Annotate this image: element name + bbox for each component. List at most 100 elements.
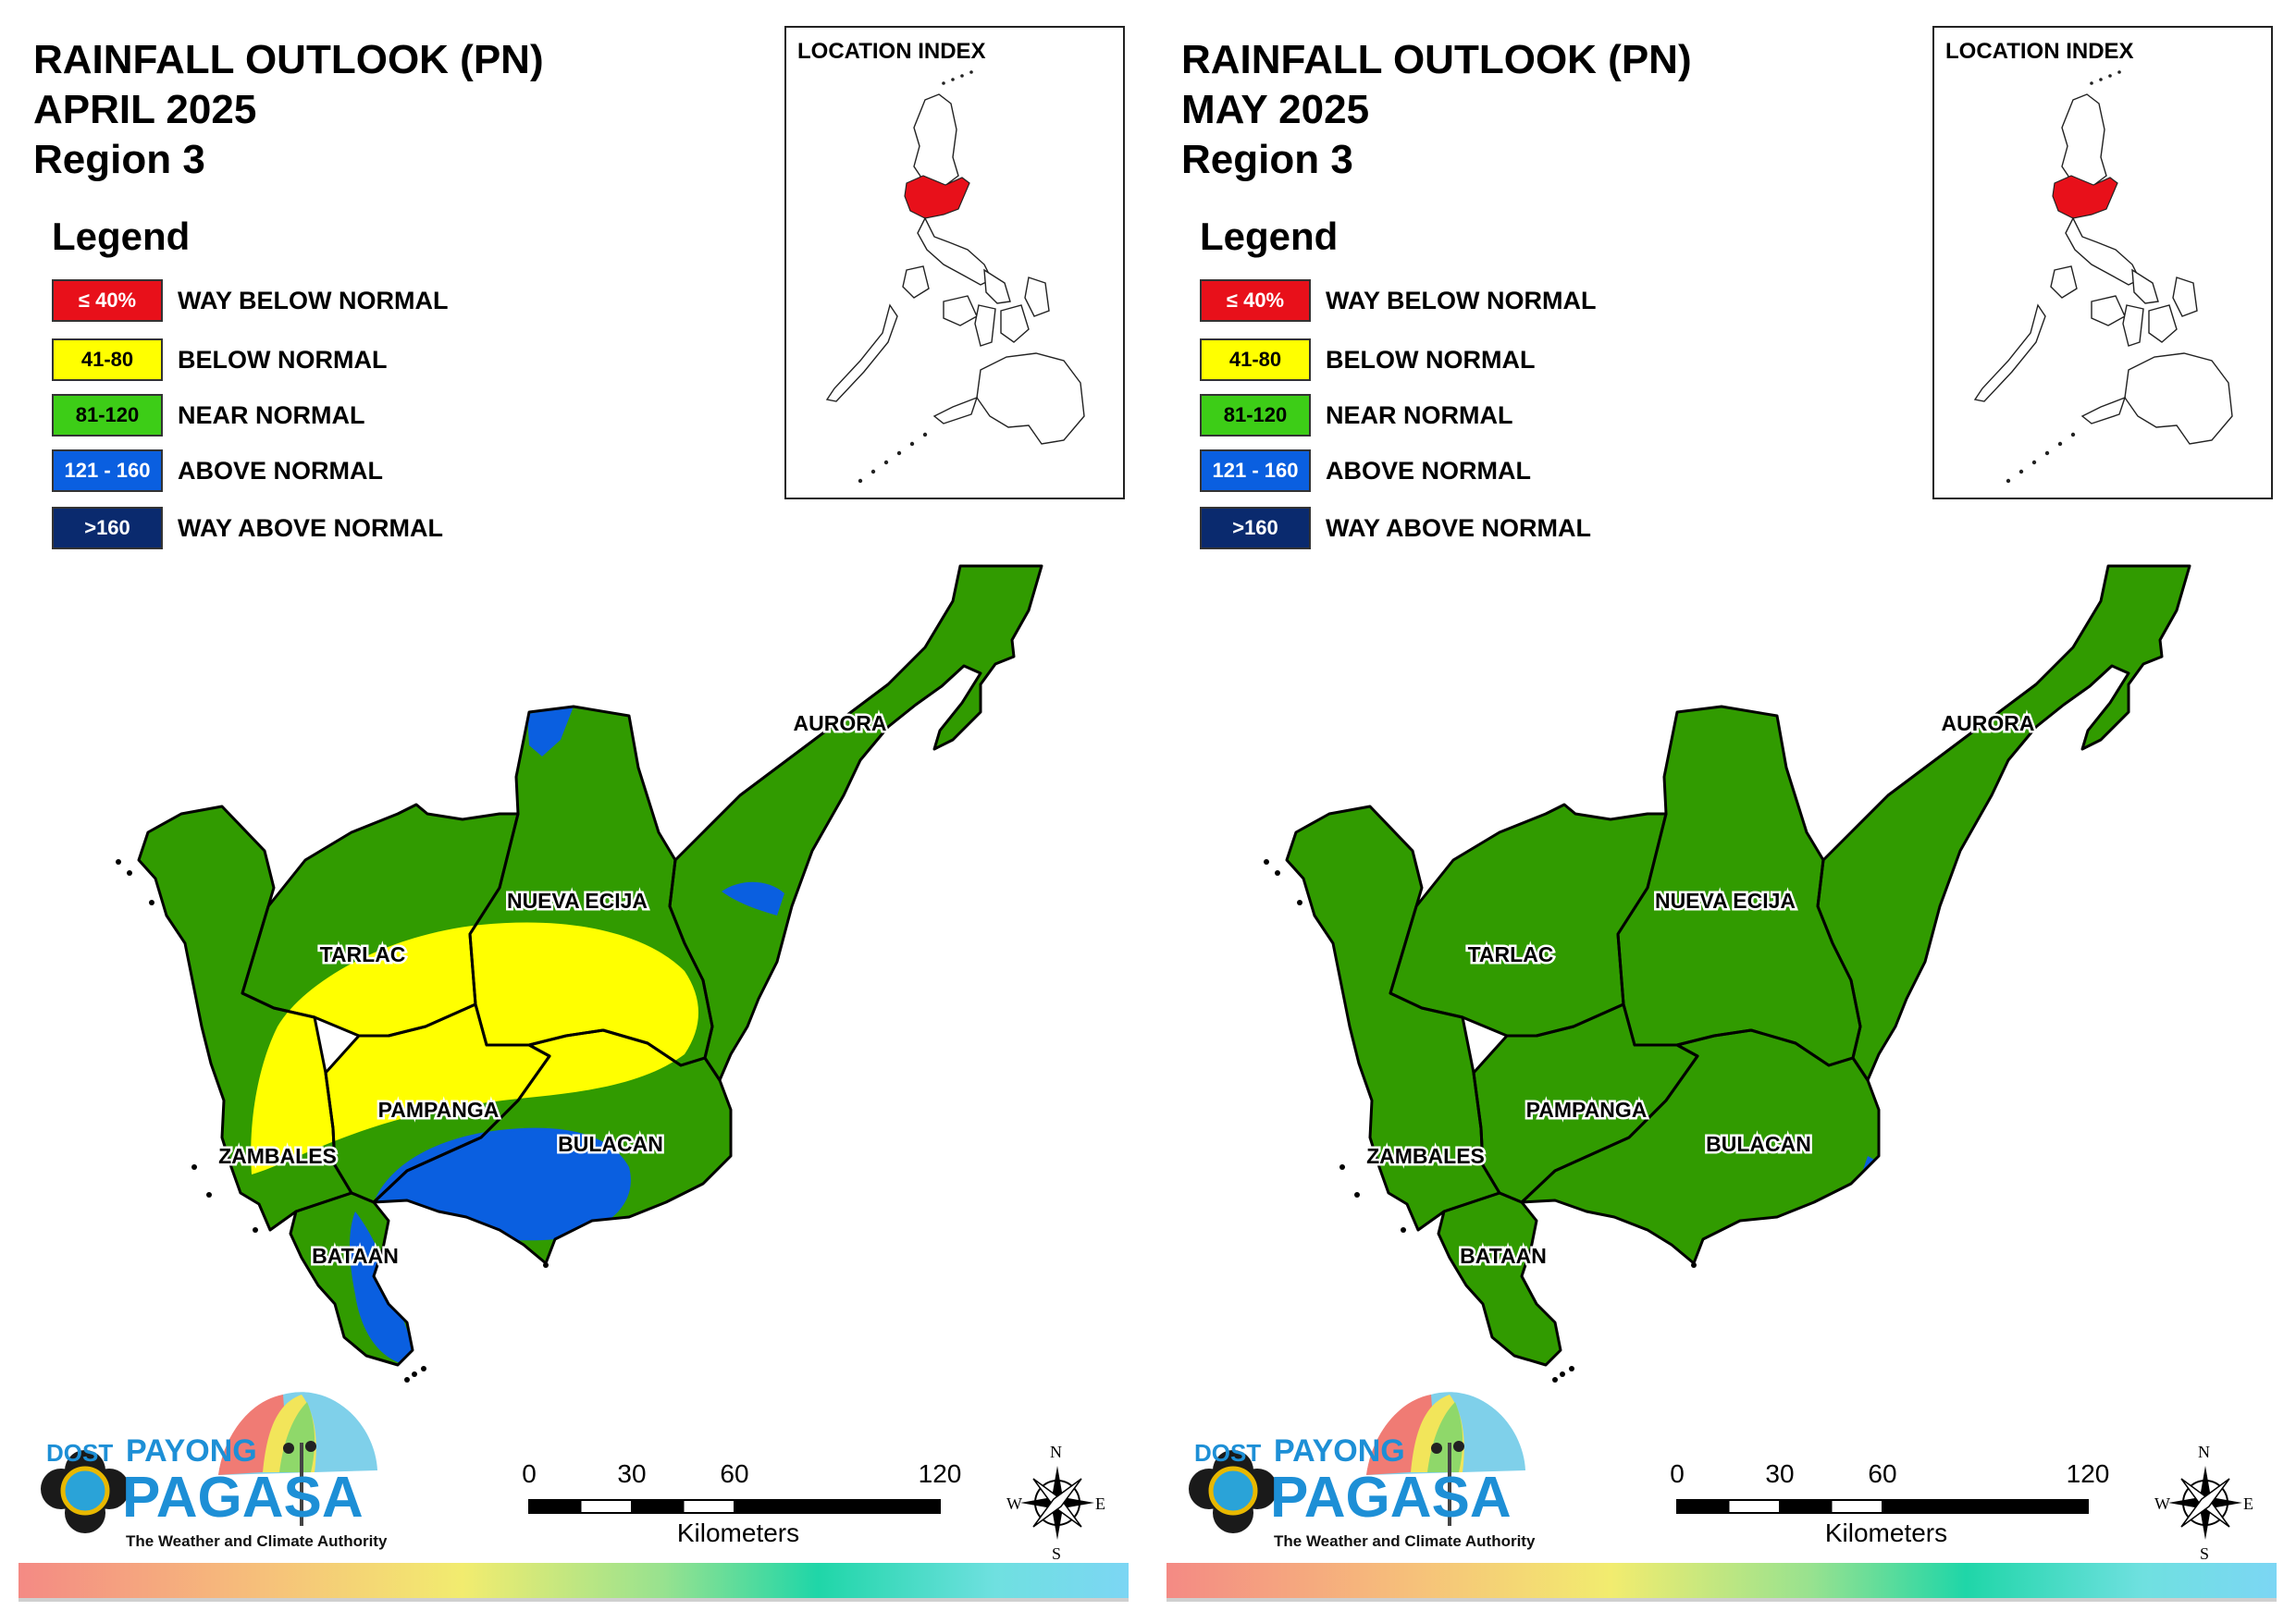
location-index: LOCATION INDEX	[784, 26, 1125, 499]
province-outline-zambales	[137, 805, 353, 1232]
logo-pagasa: PAGASA	[1270, 1466, 1512, 1530]
strip-underline	[19, 1598, 1129, 1602]
above-normal-area	[527, 707, 574, 756]
map-title: RAINFALL OUTLOOK (PN)	[1181, 37, 1692, 82]
legend-swatch: ≤ 40%	[1200, 279, 1311, 322]
province-outline-bulacan	[1520, 1028, 1881, 1265]
scale-unit: Kilometers	[1824, 1518, 1948, 1547]
legend-label: ABOVE NORMAL	[1326, 457, 1531, 485]
province-label: TARLAC	[1468, 942, 1554, 966]
province-label: NUEVA ECIJA	[507, 889, 648, 913]
legend-item: 81-120 NEAR NORMAL	[1200, 394, 1625, 436]
compass: N E S W	[1006, 1443, 1108, 1563]
legend-label: WAY ABOVE NORMAL	[1326, 514, 1592, 542]
logo-tagline: The Weather and Climate Authority	[126, 1532, 388, 1550]
legend-item: 81-120 NEAR NORMAL	[52, 394, 477, 436]
province-label: NUEVA ECIJA	[1655, 889, 1796, 913]
legend-label: WAY BELOW NORMAL	[1326, 287, 1597, 314]
province-fill-nueva	[1618, 707, 1860, 1065]
legend-swatch: >160	[52, 507, 163, 549]
rainfall-shading	[139, 566, 1042, 1365]
compass-w: W	[1006, 1494, 1022, 1513]
compass-s: S	[2200, 1544, 2210, 1563]
map-region: Region 3	[1181, 137, 1353, 182]
legend-item: 121 - 160 ABOVE NORMAL	[1200, 449, 1625, 492]
legend-swatch: ≤ 40%	[52, 279, 163, 322]
province-outline-bataan	[289, 1191, 414, 1367]
province-fill-aurora	[670, 566, 1042, 1080]
province-boundaries	[1285, 564, 2191, 1367]
legend-label: NEAR NORMAL	[178, 401, 365, 429]
province-fill-pampanga	[1474, 1004, 1697, 1202]
province-fill-bataan	[1438, 1193, 1561, 1365]
compass-n: N	[2198, 1443, 2210, 1461]
compass: N E S W	[2154, 1443, 2256, 1563]
compass-rose-icon	[1020, 1466, 1094, 1540]
philippines-index-map	[1973, 70, 2233, 484]
legend-heading: Legend	[52, 215, 191, 258]
pagasa-logo: DOST PAYONG PAGASA The Weather and Climate …	[1181, 1387, 1542, 1563]
province-label: AURORA	[794, 711, 887, 735]
legend-swatch: >160	[1200, 507, 1311, 549]
rainfall-shading	[1287, 566, 2190, 1365]
legend-label: NEAR NORMAL	[1326, 401, 1513, 429]
map-title: RAINFALL OUTLOOK (PN)	[33, 37, 544, 82]
legend-label: ABOVE NORMAL	[178, 457, 383, 485]
province-label: BULACAN	[558, 1132, 663, 1156]
province-fill-bulacan	[1522, 1030, 1879, 1263]
scale-tick-label: 0	[1670, 1459, 1685, 1488]
scale-tick-label: 0	[522, 1459, 537, 1488]
province-label: PAMPANGA	[1526, 1098, 1648, 1122]
province-label: BATAAN	[1460, 1244, 1547, 1268]
color-strip	[19, 1563, 1129, 1598]
title-block: RAINFALL OUTLOOK (PN) MAY 2025 Region 3	[1181, 35, 1692, 185]
below-normal-area	[251, 922, 698, 1174]
scale-tick-label: 60	[720, 1459, 749, 1488]
legend-heading: Legend	[1200, 215, 1339, 258]
province-outline-aurora	[668, 564, 1043, 1082]
province-label: ZAMBALES	[1366, 1144, 1485, 1168]
rainfall-map: AURORA NUEVA ECIJA TARLAC PAMPANGA BULACAN ZA…	[116, 564, 1043, 1383]
province-outline-bulacan	[372, 1028, 733, 1265]
legend-swatch: 81-120	[52, 394, 163, 436]
compass-rose-icon	[2168, 1466, 2242, 1540]
legend-swatch: 41-80	[1200, 338, 1311, 381]
logo-payong: PAYONG	[1274, 1433, 1405, 1469]
scale-tick-label: 120	[918, 1459, 962, 1488]
logo-pagasa: PAGASA	[122, 1466, 364, 1530]
legend-label: BELOW NORMAL	[178, 346, 388, 374]
legend-item: 121 - 160 ABOVE NORMAL	[52, 449, 477, 492]
location-index-title: LOCATION INDEX	[797, 39, 986, 64]
compass-s: S	[1052, 1544, 1062, 1563]
dost-seal-icon	[1189, 1450, 1278, 1533]
logo-tagline: The Weather and Climate Authority	[1274, 1532, 1536, 1550]
legend-item: ≤ 40% WAY BELOW NORMAL	[1200, 279, 1625, 322]
province-boundaries	[137, 564, 1043, 1367]
scale-unit: Kilometers	[676, 1518, 800, 1547]
scale-bar-graphic	[1676, 1499, 2089, 1514]
map-month: APRIL 2025	[33, 87, 257, 132]
compass-w: W	[2154, 1494, 2170, 1513]
map-month: MAY 2025	[1181, 87, 1370, 132]
scale-tick-label: 30	[1765, 1459, 1795, 1488]
umbrella-icon	[218, 1392, 377, 1526]
map-region: Region 3	[33, 137, 205, 182]
province-label: ZAMBALES	[218, 1144, 337, 1168]
province-label: BATAAN	[312, 1244, 399, 1268]
logo-dost-label: DOST	[46, 1439, 113, 1467]
legend-label: WAY BELOW NORMAL	[178, 287, 449, 314]
province-fill-tarlac	[1390, 805, 1666, 1036]
legend-item: ≤ 40% WAY BELOW NORMAL	[52, 279, 477, 322]
province-label: PAMPANGA	[378, 1098, 500, 1122]
province-outline-zambales	[1285, 805, 1501, 1232]
rainfall-map: AURORA NUEVA ECIJA TARLAC PAMPANGA BULACAN ZA…	[1264, 564, 2191, 1383]
legend-item: 41-80 BELOW NORMAL	[52, 338, 477, 381]
province-fill-aurora	[1818, 566, 2190, 1080]
legend-swatch: 41-80	[52, 338, 163, 381]
province-outline-aurora	[1816, 564, 2191, 1082]
panel-may: RAINFALL OUTLOOK (PN) MAY 2025 Region 3 …	[1148, 0, 2296, 1623]
dost-seal-icon	[41, 1450, 130, 1533]
legend-item: 41-80 BELOW NORMAL	[1200, 338, 1625, 381]
scale-tick-label: 120	[2066, 1459, 2110, 1488]
